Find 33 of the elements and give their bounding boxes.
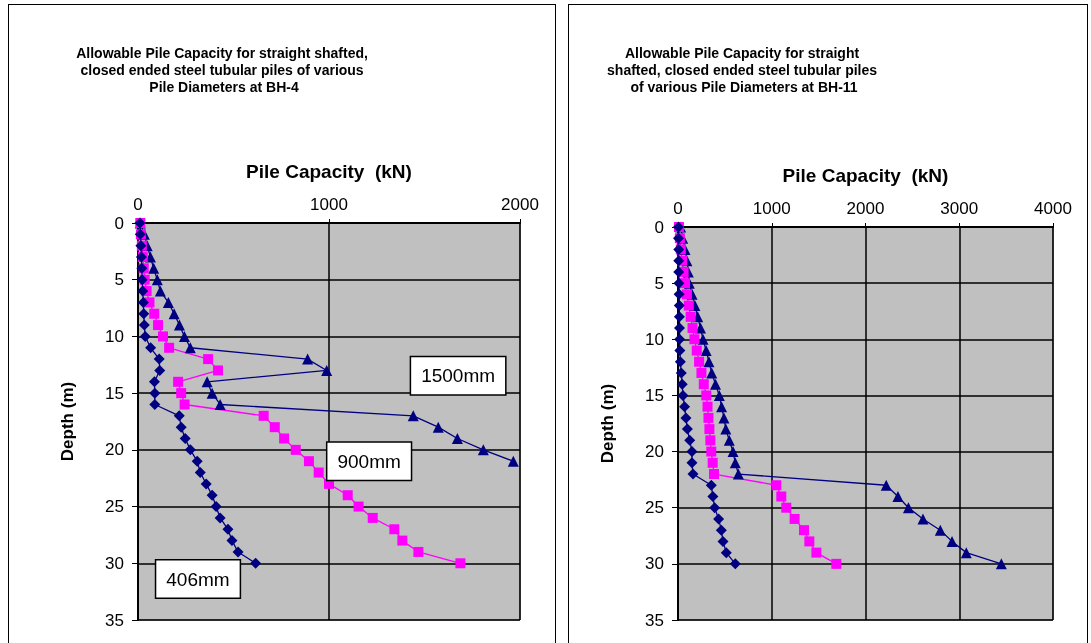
y-tick-label: 10 (105, 326, 124, 346)
y-tick-label: 30 (105, 553, 124, 573)
x-axis-title: Pile Capacity (kN) (246, 161, 412, 182)
y-axis-title: Depth (m) (58, 381, 77, 462)
x-axis-title: Pile Capacity (kN) (782, 165, 949, 186)
y-tick-label: 15 (105, 383, 124, 403)
y-tick-label: 25 (105, 497, 124, 517)
y-tick-label: 25 (645, 498, 664, 518)
x-tick-label: 0 (133, 195, 143, 214)
chart-title: Allowable Pile Capacity for straight shafted, closed ended steel tubular piles of various Pile Diameters at BH-11 (607, 44, 881, 95)
y-tick-label: 5 (114, 270, 124, 290)
y-tick-label: 20 (645, 442, 664, 462)
x-tick-label: 1000 (752, 199, 791, 218)
y-tick-label: 0 (114, 213, 124, 233)
x-tick-label: 2000 (501, 195, 539, 214)
y-axis-title: Depth (m) (598, 383, 617, 464)
y-tick-label: 15 (645, 385, 664, 405)
x-tick-label: 4000 (1034, 199, 1072, 218)
y-tick-label: 35 (645, 610, 664, 630)
y-tick-label: 0 (654, 217, 664, 237)
y-tick-label: 30 (645, 554, 664, 574)
x-tick-label: 2000 (846, 199, 885, 218)
y-tick-label: 5 (654, 273, 664, 293)
x-tick-label: 0 (673, 199, 683, 218)
y-tick-label: 20 (105, 440, 124, 460)
annotation: 406mm (166, 568, 230, 590)
x-tick-label: 3000 (940, 199, 979, 218)
x-tick-label: 1000 (310, 195, 348, 214)
y-tick-label: 10 (645, 329, 664, 349)
annotation: 1500mm (421, 365, 496, 387)
chart-title: Allowable Pile Capacity for straight shafted, closed ended steel tubular piles of various Pile Diameters at BH-4 (76, 44, 372, 95)
y-tick-label: 35 (105, 610, 124, 630)
annotation: 900mm (337, 450, 401, 472)
